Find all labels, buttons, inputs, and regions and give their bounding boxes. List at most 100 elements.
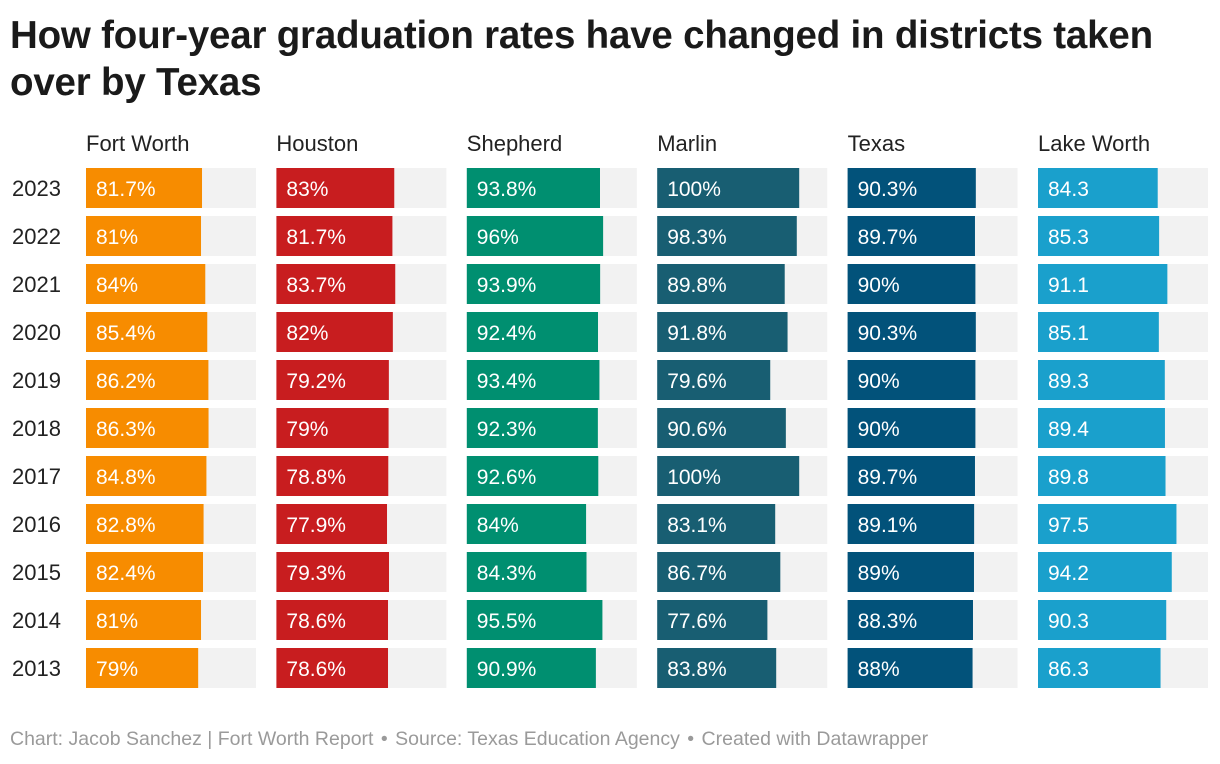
bar — [466, 312, 599, 352]
bar-value-label: 94.2 — [1048, 562, 1089, 585]
bar-value-label: 85.1 — [1048, 322, 1089, 345]
bar-value-label: 81% — [96, 610, 138, 633]
bar — [847, 456, 975, 496]
bar-value-label: 78.6% — [286, 658, 346, 681]
bar-value-label: 90.6% — [667, 418, 727, 441]
bar — [1038, 216, 1160, 256]
bar-value-label: 79.6% — [667, 370, 727, 393]
bar-value-label: 82.8% — [96, 514, 156, 537]
bar-value-label: 90% — [858, 370, 900, 393]
bar-value-label: 89.4 — [1048, 418, 1089, 441]
chart-footer: Chart: Jacob Sanchez | Fort Worth Report… — [10, 728, 928, 751]
bar — [86, 648, 199, 688]
column-header: Lake Worth — [1038, 131, 1150, 156]
bar — [1038, 504, 1177, 544]
bar — [657, 648, 777, 688]
bar-value-label: 91.1 — [1048, 274, 1089, 297]
bar — [86, 168, 203, 208]
bar-value-label: 90.3% — [858, 322, 918, 345]
bar — [657, 216, 797, 256]
bar — [276, 408, 389, 448]
bar-value-label: 79% — [286, 418, 328, 441]
bar — [276, 552, 390, 592]
bar-value-label: 88.3% — [858, 610, 918, 633]
bar — [276, 312, 393, 352]
year-label: 2018 — [12, 416, 61, 441]
bar — [657, 264, 785, 304]
bar — [466, 600, 603, 640]
bar — [1038, 648, 1161, 688]
year-label: 2017 — [12, 464, 61, 489]
bar-value-label: 79.3% — [286, 562, 346, 585]
year-label: 2015 — [12, 560, 61, 585]
bar-value-label: 86.3 — [1048, 658, 1089, 681]
bar — [466, 360, 600, 400]
bar — [466, 168, 600, 208]
bar — [466, 216, 604, 256]
bar — [1038, 456, 1166, 496]
bar — [276, 360, 389, 400]
bar-value-label: 86.7% — [667, 562, 727, 585]
bar-value-label: 82.4% — [96, 562, 156, 585]
bar — [847, 552, 974, 592]
bar-value-label: 85.4% — [96, 322, 156, 345]
bar-value-label: 85.3 — [1048, 226, 1089, 249]
bar-value-label: 79.2% — [286, 370, 346, 393]
bar — [1038, 312, 1159, 352]
bar — [276, 648, 389, 688]
bar-value-label: 82% — [286, 322, 328, 345]
bar-value-label: 84% — [96, 274, 138, 297]
bar — [276, 456, 389, 496]
bar — [86, 456, 207, 496]
bar-value-label: 78.8% — [286, 466, 346, 489]
bar — [847, 504, 975, 544]
bar-value-label: 83.8% — [667, 658, 727, 681]
bar — [466, 552, 587, 592]
bar-value-label: 90% — [858, 274, 900, 297]
year-label: 2019 — [12, 368, 61, 393]
bar-value-label: 89.1% — [858, 514, 918, 537]
footer-credit: Chart: Jacob Sanchez | Fort Worth Report — [10, 728, 374, 750]
bar — [86, 312, 208, 352]
bar-value-label: 79% — [96, 658, 138, 681]
bar-value-label: 86.3% — [96, 418, 156, 441]
bar — [86, 504, 204, 544]
bar — [847, 168, 976, 208]
bar — [276, 504, 388, 544]
bar — [86, 552, 204, 592]
year-label: 2021 — [12, 272, 61, 297]
bar — [847, 360, 976, 400]
bar — [1038, 264, 1168, 304]
bar-value-label: 93.4% — [477, 370, 537, 393]
bar-value-label: 89.7% — [858, 466, 918, 489]
bar — [276, 216, 393, 256]
bar — [276, 600, 389, 640]
bar-value-label: 84.8% — [96, 466, 156, 489]
bar-value-label: 83% — [286, 178, 328, 201]
bar-value-label: 84% — [477, 514, 519, 537]
bar — [466, 504, 587, 544]
bar — [847, 264, 976, 304]
bar — [657, 360, 771, 400]
bar-value-label: 86.2% — [96, 370, 156, 393]
bar-value-label: 95.5% — [477, 610, 537, 633]
bar-value-label: 91.8% — [667, 322, 727, 345]
bar — [847, 216, 975, 256]
footer-tool: Created with Datawrapper — [701, 728, 929, 750]
bar — [276, 264, 396, 304]
bar-value-label: 83.1% — [667, 514, 727, 537]
bar-value-label: 100% — [667, 466, 721, 489]
bar-value-label: 92.4% — [477, 322, 537, 345]
footer-separator: • — [380, 728, 388, 750]
bar — [847, 600, 973, 640]
bar — [657, 408, 786, 448]
bar — [1038, 360, 1165, 400]
bar — [657, 552, 781, 592]
bar-value-label: 83.7% — [286, 274, 346, 297]
bar-value-label: 89.7% — [858, 226, 918, 249]
bar-value-label: 93.8% — [477, 178, 537, 201]
bar — [1038, 552, 1172, 592]
bar — [1038, 600, 1167, 640]
column-header: Marlin — [657, 131, 717, 156]
bar — [657, 504, 776, 544]
